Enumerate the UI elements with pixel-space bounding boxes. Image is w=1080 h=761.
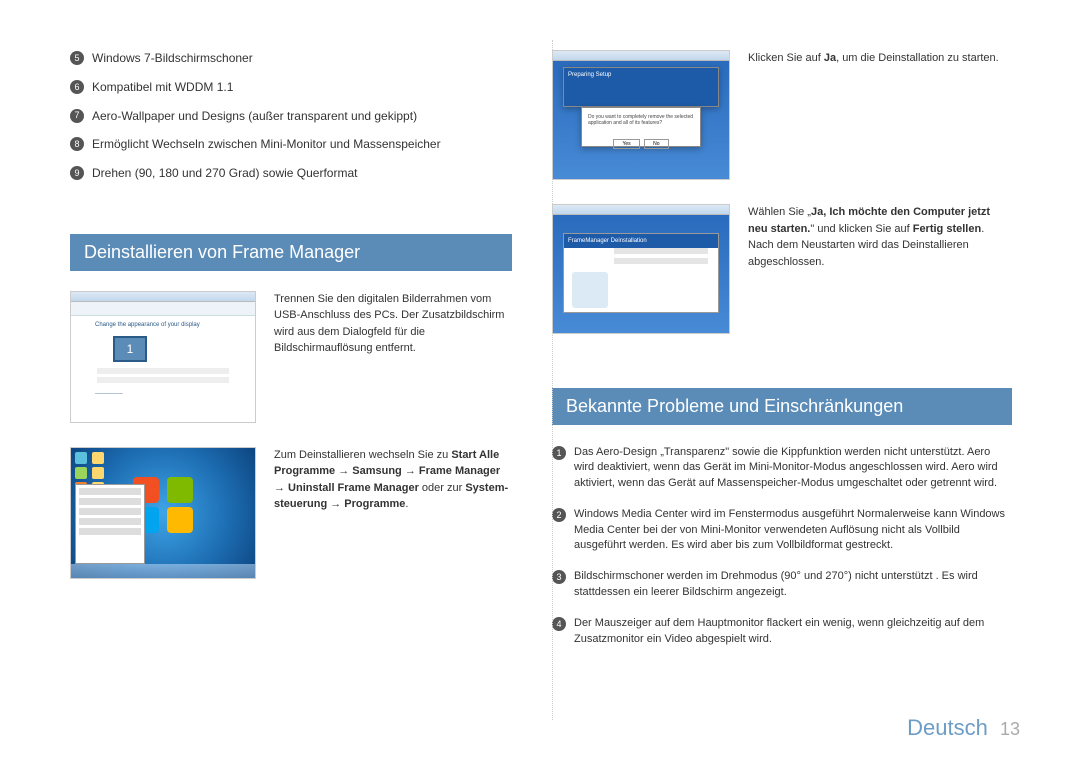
feature-text: Windows 7-Bildschirmschoner <box>92 50 253 67</box>
feature-text: Ermöglicht Wechseln zwischen Mini-Monito… <box>92 136 441 153</box>
issue-item: 1 Das Aero-Design „Transparenz" sowie di… <box>552 445 1012 491</box>
section-header-issues: Bekannte Probleme und Einschränkungen <box>552 388 1012 425</box>
feature-text: Aero-Wallpaper und Designs (außer transp… <box>92 108 417 125</box>
right-column: Preparing Setup Do you want to completel… <box>532 50 1012 761</box>
page-footer: Deutsch 13 <box>907 715 1020 741</box>
text: Wählen Sie „ <box>748 206 811 218</box>
page-number: 13 <box>1000 719 1020 739</box>
text: Klicken Sie auf <box>748 52 824 64</box>
language-label: Deutsch <box>907 715 988 740</box>
issues-list: 1 Das Aero-Design „Transparenz" sowie di… <box>552 445 1012 647</box>
issue-text: Bildschirmschoner werden im Drehmodus (9… <box>574 569 1012 600</box>
uninstall-step-3: Preparing Setup Do you want to completel… <box>552 50 1012 180</box>
feature-text: Kompatibel mit WDDM 1.1 <box>92 79 233 96</box>
num-badge: 5 <box>70 51 84 65</box>
num-badge: 3 <box>552 570 566 584</box>
uninstall-step-2: Zum Deinstallieren wechseln Sie zu Start… <box>70 447 512 579</box>
issue-item: 3 Bildschirmschoner werden im Drehmodus … <box>552 569 1012 600</box>
bold: Fertig stellen <box>913 223 981 235</box>
step-description: Klicken Sie auf Ja, um die Deinstallatio… <box>748 50 999 67</box>
issue-text: Der Mauszeiger auf dem Hauptmonitor flac… <box>574 616 1012 647</box>
issue-item: 4 Der Mauszeiger auf dem Hauptmonitor fl… <box>552 616 1012 647</box>
step-description: Zum Deinstallieren wechseln Sie zu Start… <box>274 447 512 513</box>
screenshot-display-settings: Change the appearance of your display 1 … <box>70 291 256 423</box>
feature-item: 7 Aero-Wallpaper und Designs (außer tran… <box>70 108 512 125</box>
text: Zum Deinstallieren wechseln Sie zu <box>274 449 451 461</box>
uninstall-step-4: FrameManager Deinstallation Wählen Sie „… <box>552 204 1012 334</box>
step-description: Wählen Sie „Ja, Ich möchte den Computer … <box>748 204 1012 270</box>
feature-item: 5 Windows 7-Bildschirmschoner <box>70 50 512 67</box>
feature-item: 9 Drehen (90, 180 und 270 Grad) sowie Qu… <box>70 165 512 182</box>
feature-text: Drehen (90, 180 und 270 Grad) sowie Quer… <box>92 165 357 182</box>
screenshot-uninstall-dialog-2: FrameManager Deinstallation <box>552 204 730 334</box>
feature-item: 6 Kompatibel mit WDDM 1.1 <box>70 79 512 96</box>
section-header-uninstall: Deinstallieren von Frame Manager <box>70 234 512 271</box>
num-badge: 1 <box>552 446 566 460</box>
num-badge: 2 <box>552 508 566 522</box>
num-badge: 9 <box>70 166 84 180</box>
uninstall-step-1: Change the appearance of your display 1 … <box>70 291 512 423</box>
feature-item: 8 Ermöglicht Wechseln zwischen Mini-Moni… <box>70 136 512 153</box>
issue-text: Das Aero-Design „Transparenz" sowie die … <box>574 445 1012 491</box>
num-badge: 7 <box>70 109 84 123</box>
text: oder zur <box>419 482 465 494</box>
step-description: Trennen Sie den digitalen Bilderrahmen v… <box>274 291 512 357</box>
num-badge: 4 <box>552 617 566 631</box>
text: " und klicken Sie auf <box>810 223 912 235</box>
left-column: 5 Windows 7-Bildschirmschoner 6 Kompatib… <box>70 50 532 761</box>
num-badge: 8 <box>70 137 84 151</box>
issue-text: Windows Media Center wird im Fenstermodu… <box>574 507 1012 553</box>
text: , um die Deinstallation zu starten. <box>836 52 999 64</box>
screenshot-windows7-desktop <box>70 447 256 579</box>
num-badge: 6 <box>70 80 84 94</box>
issue-item: 2 Windows Media Center wird im Fenstermo… <box>552 507 1012 553</box>
screenshot-uninstall-dialog-1: Preparing Setup Do you want to completel… <box>552 50 730 180</box>
bold: Ja <box>824 52 836 64</box>
feature-list: 5 Windows 7-Bildschirmschoner 6 Kompatib… <box>70 50 512 182</box>
text: . <box>405 498 408 510</box>
